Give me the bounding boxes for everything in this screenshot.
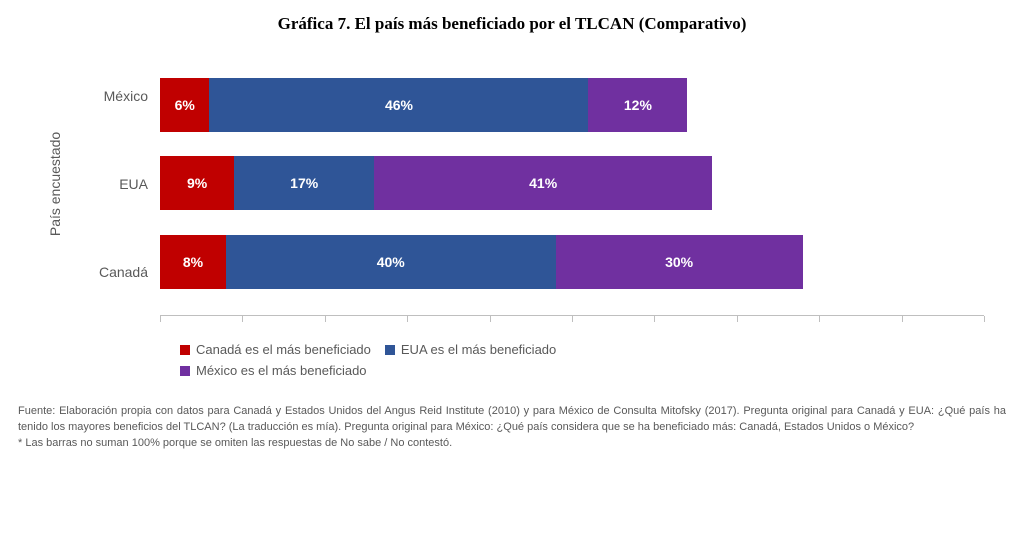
y-axis-title-wrap: País encuestado [40,52,70,316]
bar-row: 8%40%30% [160,235,984,289]
x-tick [407,316,408,322]
legend: Canadá es el más beneficiado EUA es el má… [180,342,984,378]
category-label: México [70,69,148,123]
bar-segment: 12% [588,78,687,132]
bar-row: 9%17%41% [160,156,984,210]
footnote-text: Fuente: Elaboración propia con datos par… [18,405,1006,433]
legend-swatch [180,366,190,376]
bar-segment: 30% [556,235,803,289]
x-tick [160,316,161,322]
plot-row: País encuestado México EUA Canadá 6%46%12%… [40,52,984,316]
bar-segment: 46% [209,78,588,132]
footnote-text-2: * Las barras no suman 100% porque se omi… [18,437,452,449]
bar-segment: 40% [226,235,556,289]
x-tick [242,316,243,322]
x-tick [737,316,738,322]
legend-label: Canadá es el más beneficiado [196,342,371,357]
legend-swatch [385,345,395,355]
y-axis-title: País encuestado [47,132,63,236]
legend-row: Canadá es el más beneficiado EUA es el má… [180,342,984,357]
bar-segment: 41% [374,156,712,210]
plot-area: 6%46%12% 9%17%41% 8%40%30% [160,52,984,316]
category-labels: México EUA Canadá [70,52,160,316]
x-tick [325,316,326,322]
bar-segment: 9% [160,156,234,210]
plot-core: México EUA Canadá 6%46%12% 9%17%41% 8%40%30% [70,52,984,316]
x-tick [819,316,820,322]
category-label: Canadá [70,245,148,299]
bar-row: 6%46%12% [160,78,984,132]
legend-item: México es el más beneficiado [180,363,367,378]
legend-item: Canadá es el más beneficiado [180,342,371,357]
bar-segment: 6% [160,78,209,132]
x-tick [572,316,573,322]
x-tick [984,316,985,322]
bar-segment: 8% [160,235,226,289]
x-tick [490,316,491,322]
legend-item: EUA es el más beneficiado [385,342,556,357]
x-axis-ticks [160,316,984,324]
x-tick [902,316,903,322]
bar-segment: 17% [234,156,374,210]
legend-swatch [180,345,190,355]
legend-label: EUA es el más beneficiado [401,342,556,357]
legend-label: México es el más beneficiado [196,363,367,378]
x-tick [654,316,655,322]
footnote: Fuente: Elaboración propia con datos par… [0,394,1024,452]
category-label: EUA [70,157,148,211]
chart-title: Gráfica 7. El país más beneficiado por e… [40,14,984,34]
chart-container: Gráfica 7. El país más beneficiado por e… [0,0,1024,394]
legend-row: México es el más beneficiado [180,363,984,378]
